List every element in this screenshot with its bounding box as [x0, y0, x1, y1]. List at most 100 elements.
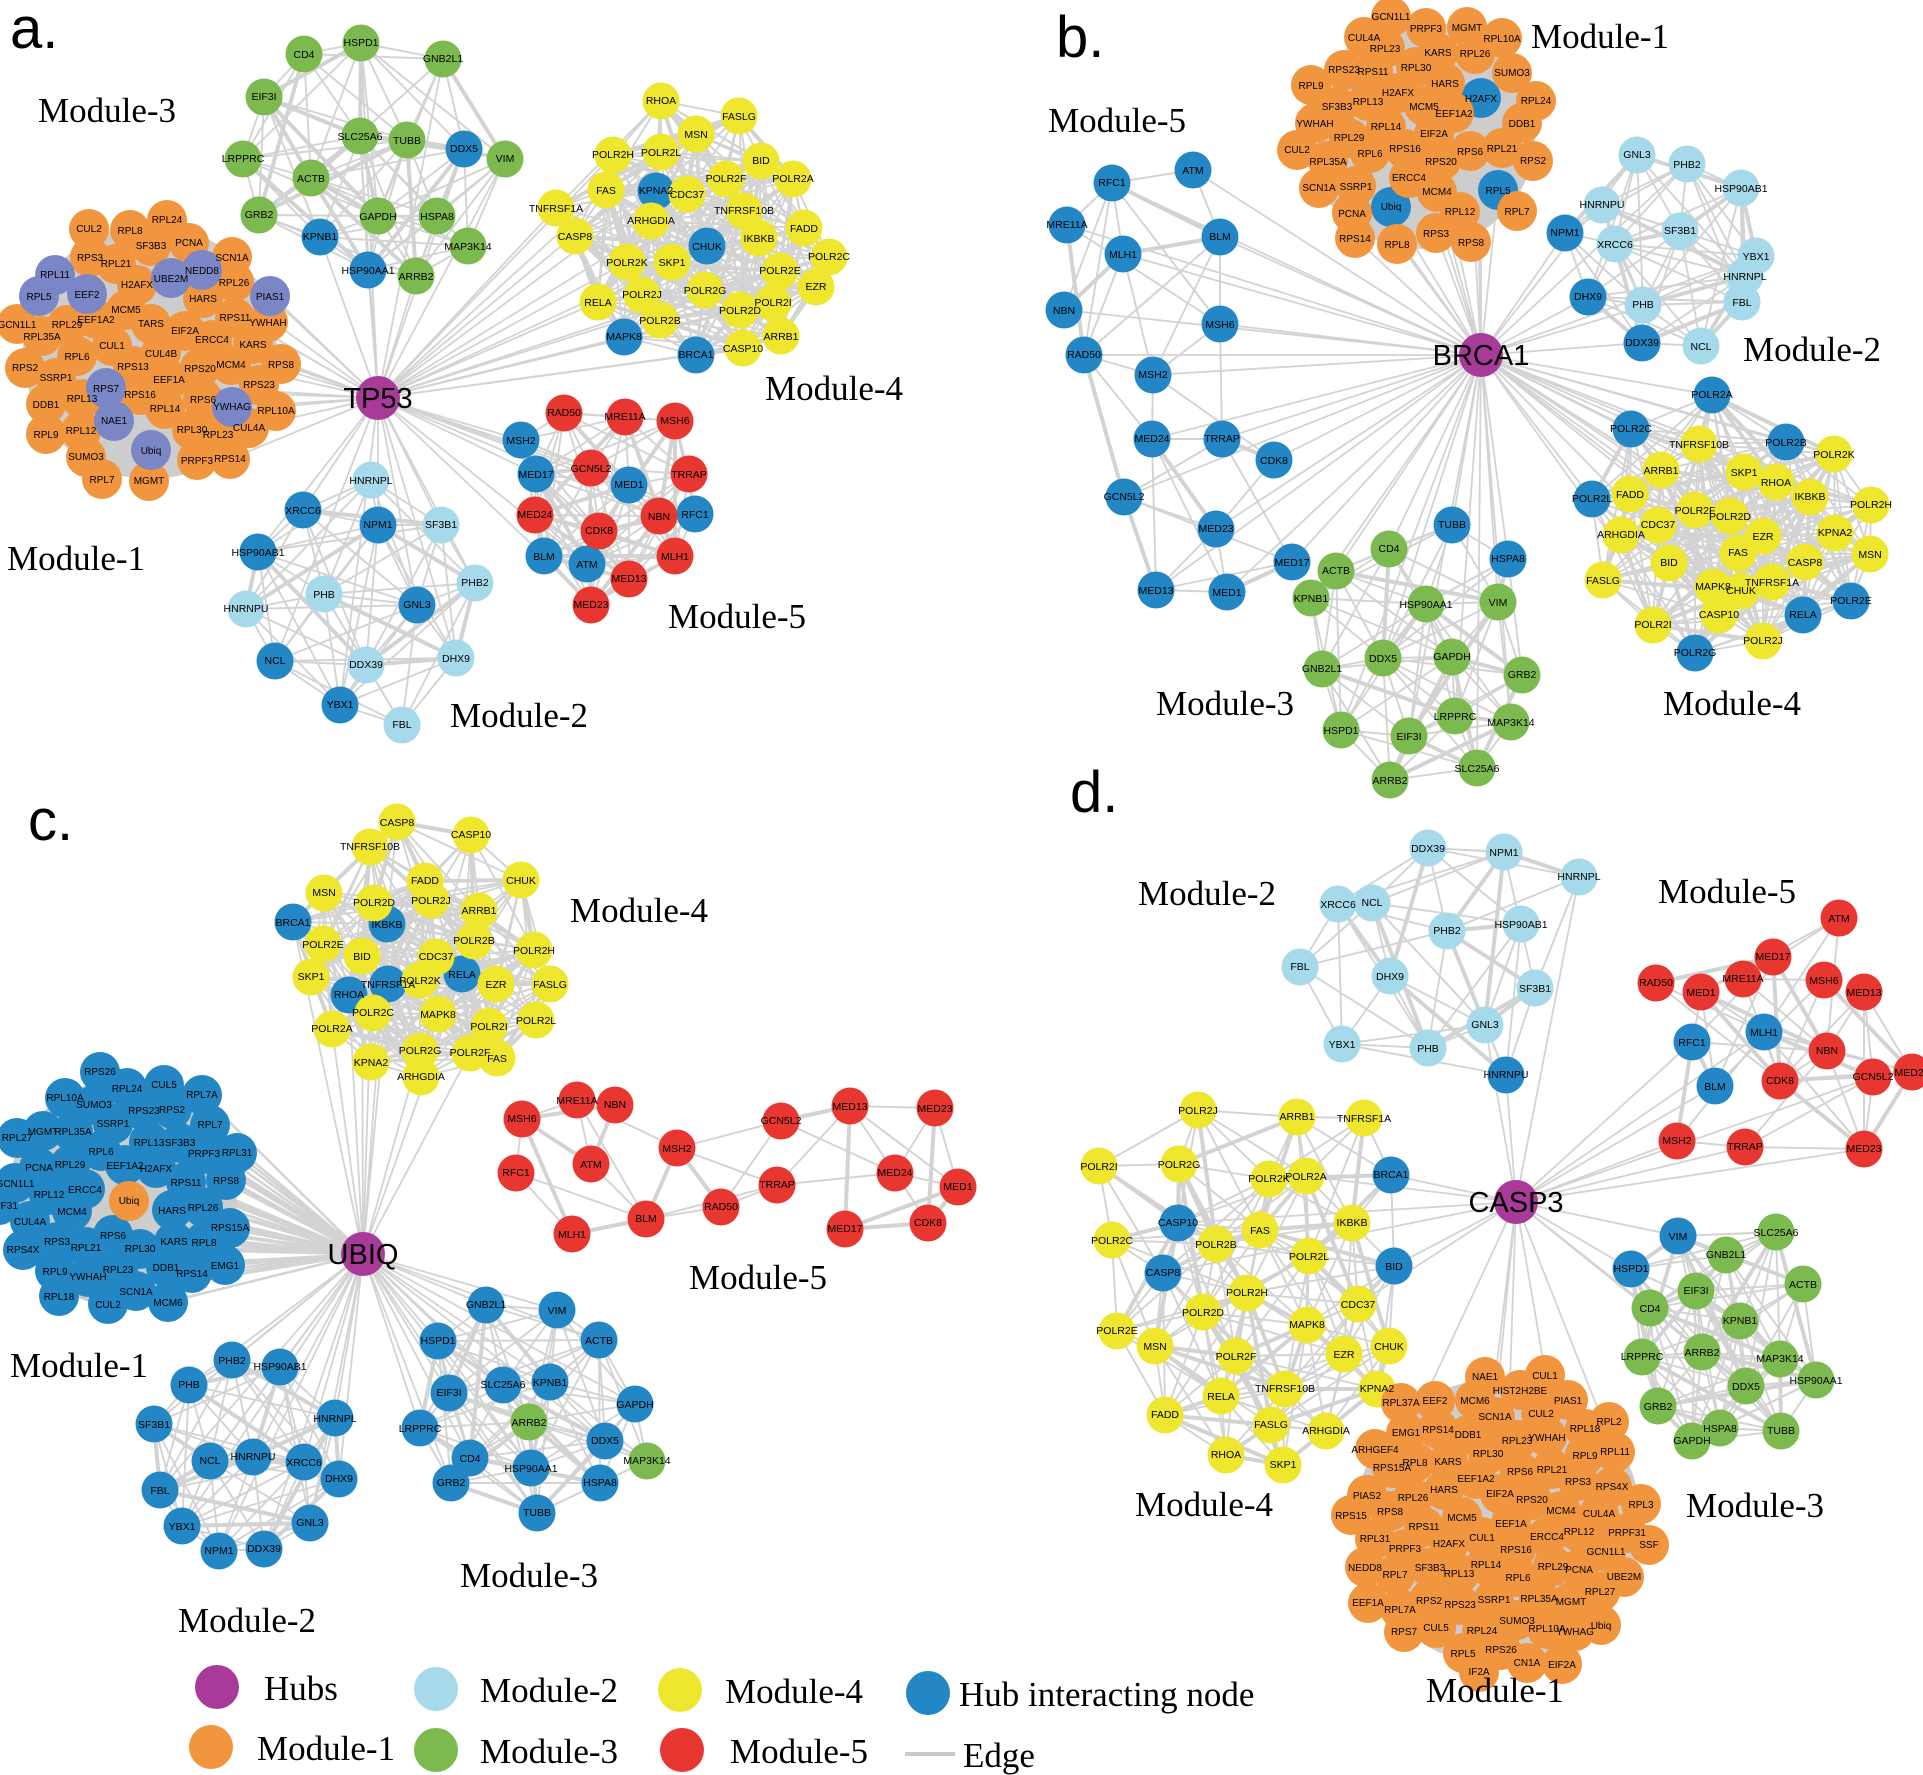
- svg-text:RPL14: RPL14: [1471, 1560, 1502, 1571]
- svg-text:RPL26: RPL26: [188, 1203, 219, 1214]
- svg-text:H2AFX: H2AFX: [121, 280, 154, 291]
- svg-text:PHB2: PHB2: [1433, 925, 1461, 937]
- svg-text:ARRB2: ARRB2: [511, 1417, 546, 1429]
- svg-text:XRCC6: XRCC6: [286, 1457, 322, 1469]
- svg-text:ATM: ATM: [1182, 165, 1203, 177]
- svg-text:POLR2G: POLR2G: [684, 285, 727, 297]
- svg-text:RPL21: RPL21: [71, 1243, 102, 1254]
- svg-text:PHB: PHB: [313, 589, 335, 601]
- svg-text:RPL9: RPL9: [1298, 81, 1323, 92]
- svg-text:RPS26: RPS26: [84, 1067, 116, 1078]
- svg-text:ACTB: ACTB: [1322, 565, 1350, 577]
- svg-text:MAPK8: MAPK8: [1695, 581, 1731, 593]
- svg-text:EIF2A: EIF2A: [1486, 1489, 1514, 1500]
- svg-text:TUBB: TUBB: [393, 135, 421, 147]
- svg-text:CUL4A: CUL4A: [1583, 1509, 1616, 1520]
- svg-text:ARRB1: ARRB1: [1643, 465, 1678, 477]
- svg-text:BID: BID: [1660, 557, 1678, 569]
- svg-text:EEF1A2: EEF1A2: [1457, 1474, 1495, 1485]
- svg-text:MSN: MSN: [1858, 549, 1881, 561]
- svg-text:Module-1: Module-1: [10, 1346, 148, 1385]
- svg-text:TNFRSF10B: TNFRSF10B: [1669, 439, 1729, 451]
- svg-text:GNB2L1: GNB2L1: [1706, 1249, 1746, 1261]
- svg-text:EIF2A: EIF2A: [1548, 1660, 1576, 1671]
- svg-text:KPNB1: KPNB1: [1294, 593, 1329, 605]
- svg-text:PIAS1: PIAS1: [256, 292, 285, 303]
- svg-text:RPL21: RPL21: [101, 259, 132, 270]
- svg-text:RPL26: RPL26: [219, 278, 250, 289]
- svg-text:RPL35A: RPL35A: [1309, 157, 1347, 168]
- svg-text:RPL27: RPL27: [2, 1133, 33, 1144]
- svg-text:DHX9: DHX9: [325, 1473, 353, 1485]
- svg-text:EEF2: EEF2: [74, 290, 99, 301]
- svg-text:BRCA1: BRCA1: [678, 349, 713, 361]
- svg-text:GRB2: GRB2: [245, 209, 274, 221]
- svg-text:SLC25A6: SLC25A6: [1455, 763, 1500, 775]
- svg-text:GCN1L1: GCN1L1: [1372, 12, 1411, 23]
- svg-text:RELA: RELA: [448, 969, 475, 981]
- svg-text:MRE11A: MRE11A: [556, 1095, 597, 1107]
- svg-text:CD4: CD4: [459, 1453, 480, 1465]
- svg-text:MSH2: MSH2: [506, 435, 535, 447]
- svg-text:RPL7A: RPL7A: [186, 1090, 218, 1101]
- svg-text:BLM: BLM: [635, 1213, 657, 1225]
- svg-text:RPS8: RPS8: [1458, 238, 1485, 249]
- svg-text:RPL14: RPL14: [1371, 122, 1402, 133]
- svg-text:POLR2K: POLR2K: [1813, 449, 1854, 461]
- svg-text:RPS15: RPS15: [1335, 1511, 1367, 1522]
- svg-text:RPL2: RPL2: [1596, 1417, 1621, 1428]
- svg-text:FBL: FBL: [392, 719, 411, 731]
- svg-text:BRCA1: BRCA1: [1433, 340, 1530, 372]
- svg-text:POLR2B: POLR2B: [453, 935, 494, 947]
- svg-text:RPS23: RPS23: [1444, 1600, 1476, 1611]
- svg-text:GCN5L2: GCN5L2: [1853, 1071, 1894, 1083]
- svg-text:CASP8: CASP8: [558, 231, 593, 243]
- svg-text:HARS: HARS: [1431, 79, 1459, 90]
- svg-text:EEF1A: EEF1A: [1352, 1598, 1384, 1609]
- svg-text:GRB2: GRB2: [437, 1477, 466, 1489]
- svg-text:RPS6: RPS6: [100, 1231, 127, 1242]
- svg-text:RPL6: RPL6: [1357, 149, 1382, 160]
- svg-text:KARS: KARS: [1434, 1457, 1462, 1468]
- svg-text:FASLG: FASLG: [533, 979, 567, 991]
- svg-text:RFC1: RFC1: [1678, 1037, 1706, 1049]
- svg-text:FBL: FBL: [150, 1485, 169, 1497]
- svg-text:FAS: FAS: [596, 185, 616, 197]
- svg-text:ATM: ATM: [1828, 913, 1849, 925]
- svg-text:EZR: EZR: [486, 979, 507, 991]
- svg-text:PIAS2: PIAS2: [1353, 1491, 1382, 1502]
- svg-text:POLR2K: POLR2K: [606, 257, 647, 269]
- svg-text:RPS3: RPS3: [1565, 1477, 1592, 1488]
- svg-text:MSH6: MSH6: [507, 1113, 536, 1125]
- svg-text:GCN5L2: GCN5L2: [571, 463, 612, 475]
- svg-text:POLR2F: POLR2F: [450, 1047, 491, 1059]
- svg-text:RPL6: RPL6: [88, 1147, 113, 1158]
- svg-text:MCM5: MCM5: [111, 305, 141, 316]
- svg-text:SF3B3: SF3B3: [1322, 102, 1353, 113]
- svg-text:SF3B3: SF3B3: [136, 241, 167, 252]
- svg-text:SLC25A6: SLC25A6: [481, 1379, 526, 1391]
- svg-text:CUL2: CUL2: [95, 1300, 121, 1311]
- svg-text:RPL7: RPL7: [89, 475, 114, 486]
- svg-text:UBIQ: UBIQ: [328, 1239, 399, 1271]
- svg-text:RPL7: RPL7: [1504, 207, 1529, 218]
- svg-text:Module-4: Module-4: [570, 891, 708, 930]
- svg-text:PCNA: PCNA: [1338, 209, 1366, 220]
- svg-text:CHUK: CHUK: [692, 241, 722, 253]
- svg-text:DDB1: DDB1: [153, 1263, 180, 1274]
- svg-text:NCL: NCL: [1690, 341, 1711, 353]
- svg-text:RPS13: RPS13: [117, 362, 149, 373]
- svg-text:RPS16: RPS16: [124, 390, 156, 401]
- svg-text:RPS4X: RPS4X: [1596, 1482, 1629, 1493]
- svg-text:POLR2C: POLR2C: [352, 1007, 394, 1019]
- svg-text:CASP10: CASP10: [723, 343, 763, 355]
- svg-text:ARRB2: ARRB2: [398, 271, 433, 283]
- svg-text:CDK8: CDK8: [1766, 1075, 1794, 1087]
- svg-text:POLR2I: POLR2I: [754, 297, 791, 309]
- svg-text:ARRB1: ARRB1: [1279, 1111, 1314, 1123]
- svg-text:RPL6: RPL6: [64, 352, 89, 363]
- svg-text:ARRB1: ARRB1: [461, 905, 496, 917]
- svg-text:RPS2: RPS2: [1416, 1596, 1443, 1607]
- svg-text:c.: c.: [28, 788, 73, 853]
- svg-text:NBN: NBN: [604, 1099, 626, 1111]
